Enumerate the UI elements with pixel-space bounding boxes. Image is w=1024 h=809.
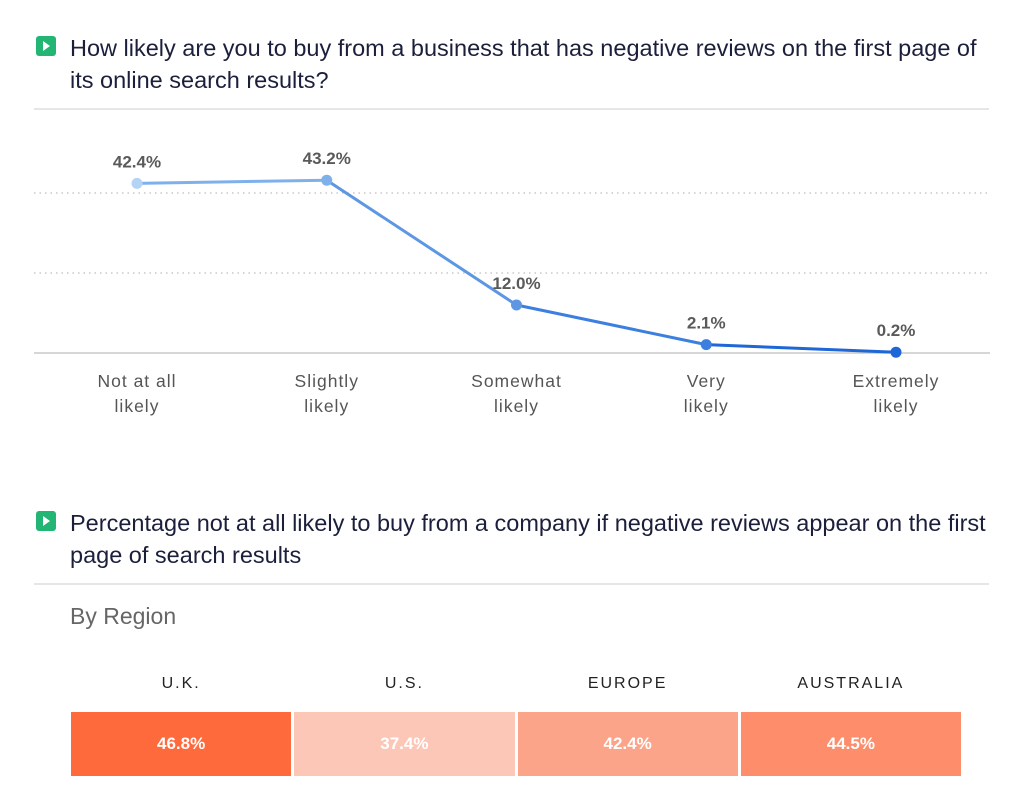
data-label: 43.2% — [303, 149, 351, 168]
chart-title-2: Percentage not at all likely to buy from… — [36, 507, 986, 571]
region-label: AUSTRALIA — [797, 675, 905, 692]
x-tick-label: likely — [494, 396, 539, 416]
play-icon — [36, 36, 56, 56]
data-label: 2.1% — [687, 314, 726, 333]
region-table: U.K. 46.8% U.S. 37.4% EUROPE 42.4% AUSTR… — [71, 672, 961, 776]
region-value-cell: 37.4% — [294, 712, 515, 776]
play-icon — [36, 511, 56, 531]
series-line-segment — [135, 178, 329, 185]
region-value-cell: 42.4% — [517, 712, 738, 776]
region-uk: U.K. 46.8% — [71, 672, 292, 776]
divider — [34, 583, 989, 585]
question-title: How likely are you to buy from a busines… — [70, 35, 977, 93]
region-europe: EUROPE 42.4% — [517, 672, 738, 776]
x-tick-label: Very — [687, 371, 726, 391]
data-label: 42.4% — [113, 152, 161, 171]
region-label: U.S. — [384, 675, 424, 692]
region-value-cell: 44.5% — [740, 712, 961, 776]
line-chart: 42.4% Not at all likely 43.2% Slightly likely… — [34, 149, 990, 416]
x-tick-label: likely — [684, 396, 729, 416]
region-question-title: Percentage not at all likely to buy from… — [70, 510, 986, 568]
by-region-subtitle: By Region — [70, 603, 177, 629]
x-tick-label: likely — [304, 396, 349, 416]
series-line-segment — [325, 178, 518, 307]
series-line-segment — [515, 303, 708, 347]
region-us: U.S. 37.4% — [294, 672, 515, 776]
data-point — [321, 174, 333, 186]
chart-title-1: How likely are you to buy from a busines… — [36, 32, 986, 96]
data-point — [890, 346, 902, 358]
region-label: U.K. — [161, 675, 201, 692]
x-tick-label: likely — [874, 396, 919, 416]
region-australia: AUSTRALIA 44.5% — [740, 672, 961, 776]
x-tick-label: Not at all — [97, 371, 176, 391]
x-tick-label: likely — [115, 396, 160, 416]
data-point — [700, 339, 712, 351]
region-label: EUROPE — [587, 675, 668, 692]
divider — [34, 108, 989, 110]
data-point — [131, 177, 143, 189]
data-point — [511, 299, 522, 311]
x-tick-label: Extremely — [853, 371, 940, 391]
x-tick-label: Somewhat — [471, 371, 562, 391]
series-line-segment — [704, 343, 898, 354]
region-value-cell: 46.8% — [71, 712, 292, 776]
data-label: 0.2% — [877, 321, 916, 340]
x-tick-label: Slightly — [295, 371, 359, 391]
data-label: 12.0% — [492, 274, 540, 293]
